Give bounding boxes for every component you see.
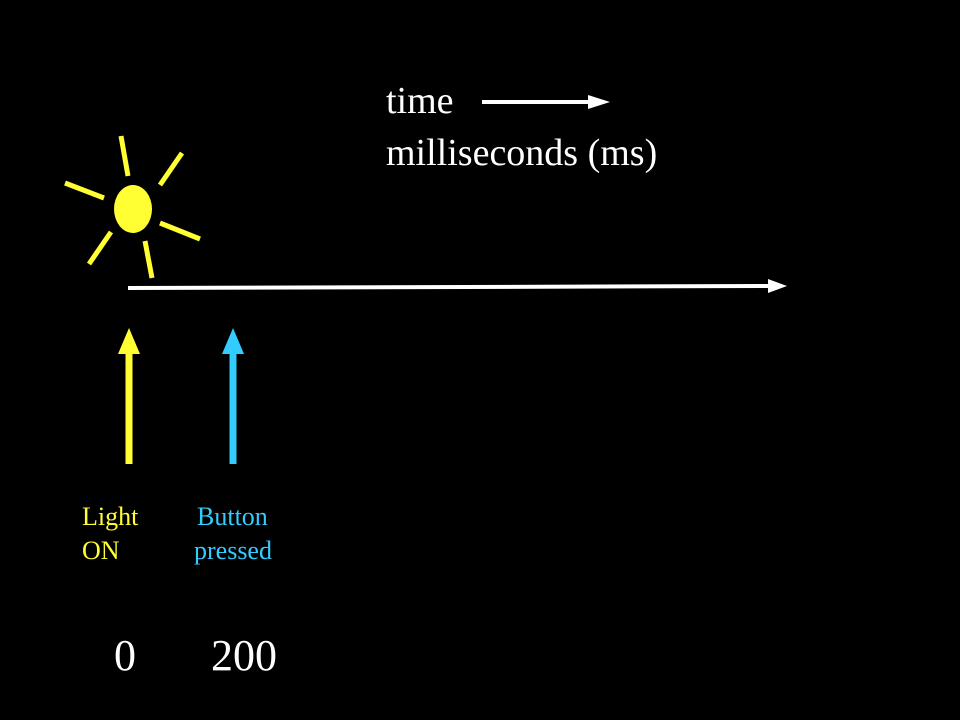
button-pressed-label: Button pressed xyxy=(194,504,272,564)
button-pressed-arrow xyxy=(222,328,244,464)
sun-ray xyxy=(157,151,185,187)
time-direction-arrow xyxy=(482,95,610,109)
sun-icon xyxy=(64,135,201,279)
timeline-axis xyxy=(127,279,787,293)
sun-ray xyxy=(64,180,105,201)
button-pressed-label-line2: pressed xyxy=(194,536,272,565)
sun-ray xyxy=(118,135,131,177)
sun-ray xyxy=(86,230,114,266)
light-on-arrow xyxy=(118,328,140,464)
sun-core xyxy=(114,185,152,233)
light-on-label-line1: Light xyxy=(82,502,139,531)
sun-ray xyxy=(142,240,155,279)
unit-label: milliseconds (ms) xyxy=(386,132,658,174)
button-pressed-label-line1: Button xyxy=(197,502,268,531)
light-on-label-line2: ON xyxy=(82,536,120,565)
time-label: time xyxy=(386,80,454,122)
sun-ray xyxy=(159,220,201,242)
tick-value-0: 0 xyxy=(114,631,136,680)
light-on-label: Light ON xyxy=(82,504,138,564)
tick-value-200: 200 xyxy=(211,631,277,680)
